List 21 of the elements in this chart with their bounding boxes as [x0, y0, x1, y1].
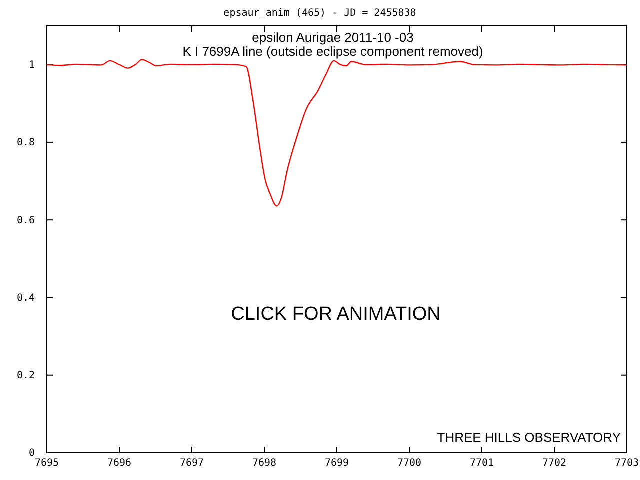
chart-title: epsaur_anim (465) - JD = 2455838 — [224, 8, 416, 19]
line-series — [46, 59, 628, 207]
x-tick-label: 7701 — [470, 458, 494, 470]
annotation: epsilon Aurigae 2011-10 -03 — [252, 30, 414, 45]
annotation: K I 7699A line (outside eclipse component removed) — [182, 44, 484, 59]
y-tick-label: 0.6 — [16, 215, 35, 226]
x-tick-label: 7700 — [397, 458, 422, 470]
annotation: THREE HILLS OBSERVATORY — [437, 430, 622, 445]
x-tick-label: 7699 — [324, 458, 350, 470]
y-tick-label: 0.8 — [16, 138, 35, 149]
y-tick-label: 1 — [28, 60, 35, 72]
x-tick-label: 7703 — [614, 458, 640, 470]
x-tick-label: 7702 — [542, 458, 567, 470]
y-tick-label: 0.2 — [16, 370, 35, 382]
annotation: CLICK FOR ANIMATION — [231, 304, 441, 325]
y-tick-label: 0 — [28, 448, 35, 460]
y-tick-label: 0.4 — [16, 292, 35, 304]
x-tick-label: 7698 — [252, 458, 277, 470]
x-tick-label: 7696 — [107, 458, 132, 470]
x-tick-label: 7697 — [180, 458, 204, 470]
x-tick-label: 7695 — [34, 458, 60, 470]
